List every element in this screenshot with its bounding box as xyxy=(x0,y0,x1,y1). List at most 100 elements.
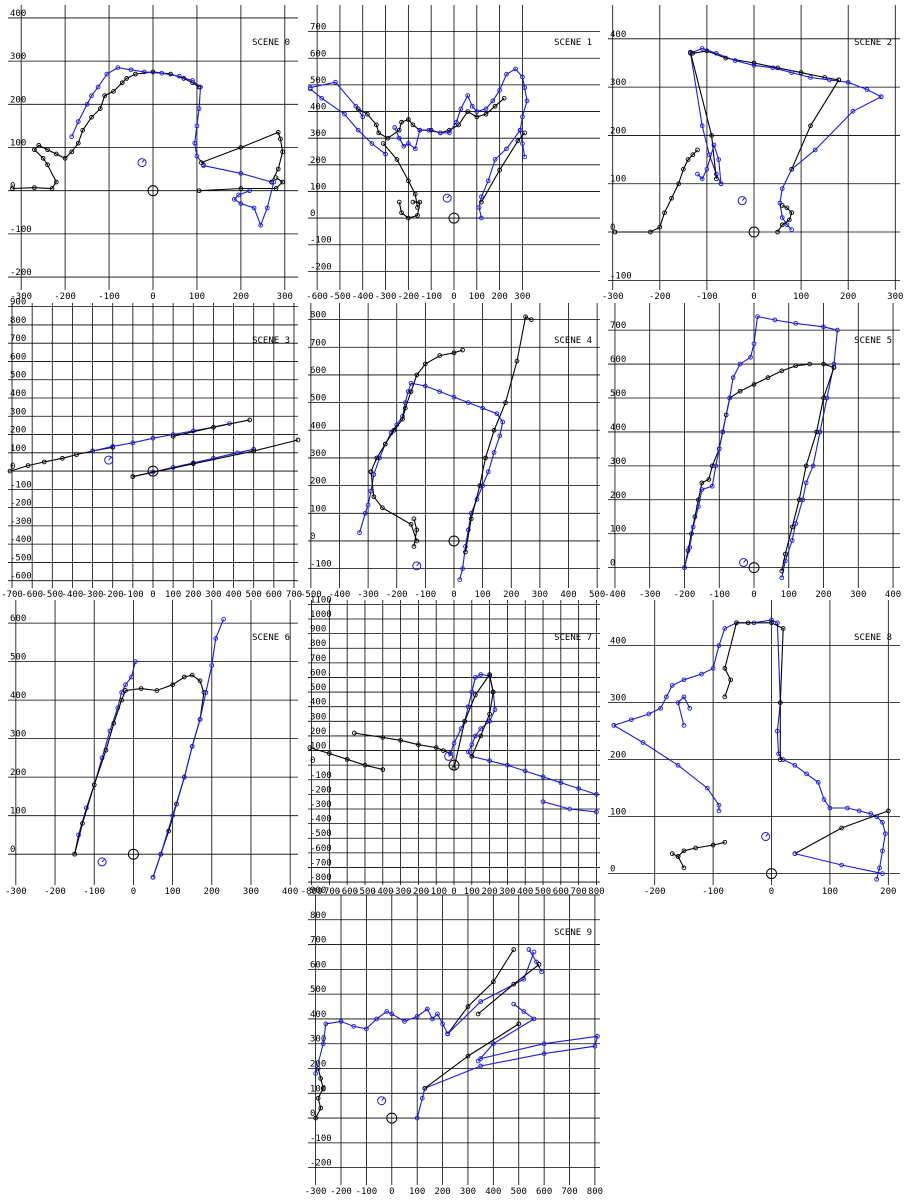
track-point xyxy=(451,350,457,356)
track-point xyxy=(201,163,206,168)
y-tick-label: 600 xyxy=(310,366,326,376)
track-point xyxy=(478,726,484,731)
y-tick-label: 500 xyxy=(610,389,626,399)
track-point xyxy=(415,213,420,218)
track-point xyxy=(405,389,411,394)
track-point xyxy=(36,142,42,148)
track-point xyxy=(687,705,693,711)
scene-panel-8: -200 -100 0 100 200 0 100 200 300 400 SCENE 8 xyxy=(608,600,900,897)
track-point xyxy=(657,224,663,230)
track-point xyxy=(779,368,785,374)
track-point xyxy=(84,101,90,107)
track-series-blue xyxy=(152,619,225,878)
track-point xyxy=(517,127,523,133)
x-tick-label: 800 xyxy=(587,1187,603,1197)
track-point xyxy=(480,405,485,411)
x-tick-label: 100 xyxy=(164,887,180,897)
track-point xyxy=(91,782,97,788)
track-point xyxy=(406,178,411,184)
track-point xyxy=(368,469,374,475)
x-tick-label: -300 xyxy=(639,590,661,600)
x-tick-label: -300 xyxy=(305,1187,327,1197)
track-point xyxy=(526,947,532,952)
x-tick-label: -400 xyxy=(62,590,84,600)
track-point xyxy=(839,862,844,868)
track-point xyxy=(558,780,564,786)
track-point xyxy=(313,1115,318,1121)
x-tick-label: 400 xyxy=(282,887,298,897)
track-series-black xyxy=(12,71,200,190)
y-tick-label: -100 xyxy=(610,271,632,281)
track-point xyxy=(382,441,388,447)
y-tick-label: -500 xyxy=(310,829,332,839)
track-point xyxy=(275,166,281,172)
pose-marker xyxy=(737,196,747,206)
track-point xyxy=(522,154,528,160)
robot-origin-marker xyxy=(748,226,760,238)
track-point xyxy=(462,718,468,724)
track-series-blue xyxy=(779,96,882,230)
y-tick-label: 300 xyxy=(10,52,26,62)
track-point xyxy=(474,114,480,120)
track-point xyxy=(53,179,59,185)
track-point xyxy=(540,799,546,805)
track-series-blue xyxy=(477,1003,535,1062)
track-point xyxy=(392,125,398,130)
track-point xyxy=(410,199,416,205)
track-series-blue xyxy=(416,1035,599,1119)
track-point xyxy=(80,127,86,133)
x-tick-label: -800 xyxy=(301,887,323,897)
track-point xyxy=(845,79,851,85)
track-point xyxy=(779,222,785,228)
track-series-black xyxy=(464,315,532,553)
track-point xyxy=(196,188,202,194)
track-point xyxy=(479,215,484,221)
track-point xyxy=(874,876,879,882)
track-point xyxy=(699,671,704,677)
y-tick-label: 500 xyxy=(310,683,326,693)
track-point xyxy=(523,314,528,320)
y-tick-label: 200 xyxy=(310,727,326,737)
track-point xyxy=(734,620,739,626)
track-point xyxy=(396,127,402,133)
x-tick-label: 200 xyxy=(491,292,507,302)
track-point xyxy=(396,135,402,141)
track-point xyxy=(209,663,215,668)
x-tick-label: -500 xyxy=(329,292,351,302)
x-tick-label: 200 xyxy=(233,292,249,302)
track-point xyxy=(594,809,599,815)
track-point xyxy=(497,433,503,439)
track-point xyxy=(401,143,407,149)
x-tick-label: 0 xyxy=(451,590,456,600)
y-tick-label: -200 xyxy=(310,1159,332,1169)
track-point xyxy=(629,717,634,723)
scene-title: SCENE 3 xyxy=(252,336,290,346)
track-point xyxy=(194,123,200,129)
y-tick-label: -400 xyxy=(310,815,332,825)
y-tick-label: 200 xyxy=(10,426,26,436)
y-tick-label: 100 xyxy=(10,444,26,454)
x-tick-label: 700 xyxy=(571,887,587,897)
track-point xyxy=(355,106,361,112)
x-tick-label: 600 xyxy=(266,590,282,600)
x-tick-label: -200 xyxy=(102,590,124,600)
track-point xyxy=(521,1009,527,1014)
robot-origin-marker xyxy=(147,465,159,477)
x-tick-label: 400 xyxy=(560,590,576,600)
y-tick-label: 400 xyxy=(10,389,26,399)
track-point xyxy=(469,689,475,695)
track-point xyxy=(111,89,116,94)
track-point xyxy=(474,109,480,114)
track-point xyxy=(475,1011,481,1017)
track-series-black xyxy=(781,367,835,572)
x-tick-label: 400 xyxy=(517,887,533,897)
track-point xyxy=(371,494,377,500)
track-point xyxy=(417,127,423,133)
track-point xyxy=(839,825,844,831)
track-point xyxy=(675,700,681,705)
x-tick-label: 100 xyxy=(409,1187,425,1197)
track-point xyxy=(320,1041,326,1047)
track-point xyxy=(338,1019,344,1024)
track-point xyxy=(541,1051,547,1056)
x-tick-label: 300 xyxy=(460,1187,476,1197)
